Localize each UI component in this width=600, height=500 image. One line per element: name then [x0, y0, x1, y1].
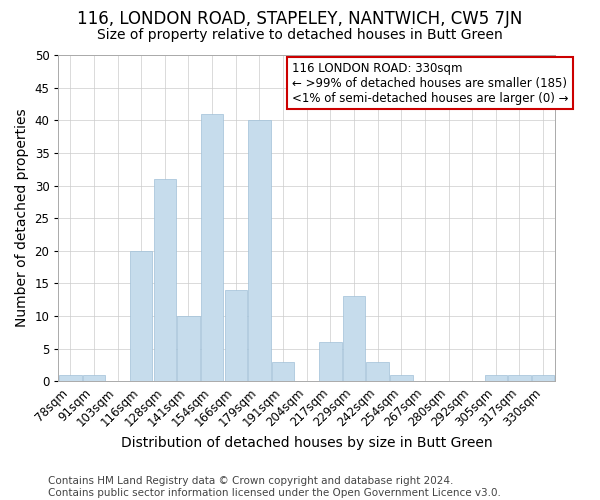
Bar [130, 251, 152, 382]
Bar [367, 362, 389, 382]
Text: 116 LONDON ROAD: 330sqm
← >99% of detached houses are smaller (185)
<1% of semi-: 116 LONDON ROAD: 330sqm ← >99% of detach… [292, 62, 568, 104]
Bar [485, 375, 507, 382]
Bar [224, 290, 247, 382]
Bar [508, 375, 531, 382]
Text: Contains HM Land Registry data © Crown copyright and database right 2024.
Contai: Contains HM Land Registry data © Crown c… [48, 476, 501, 498]
Bar [532, 375, 554, 382]
Bar [177, 316, 200, 382]
Bar [343, 296, 365, 382]
Bar [201, 114, 223, 382]
Bar [319, 342, 341, 382]
Bar [272, 362, 294, 382]
X-axis label: Distribution of detached houses by size in Butt Green: Distribution of detached houses by size … [121, 436, 493, 450]
Text: 116, LONDON ROAD, STAPELEY, NANTWICH, CW5 7JN: 116, LONDON ROAD, STAPELEY, NANTWICH, CW… [77, 10, 523, 28]
Bar [83, 375, 105, 382]
Bar [390, 375, 413, 382]
Bar [154, 179, 176, 382]
Y-axis label: Number of detached properties: Number of detached properties [15, 109, 29, 328]
Bar [59, 375, 82, 382]
Bar [248, 120, 271, 382]
Text: Size of property relative to detached houses in Butt Green: Size of property relative to detached ho… [97, 28, 503, 42]
